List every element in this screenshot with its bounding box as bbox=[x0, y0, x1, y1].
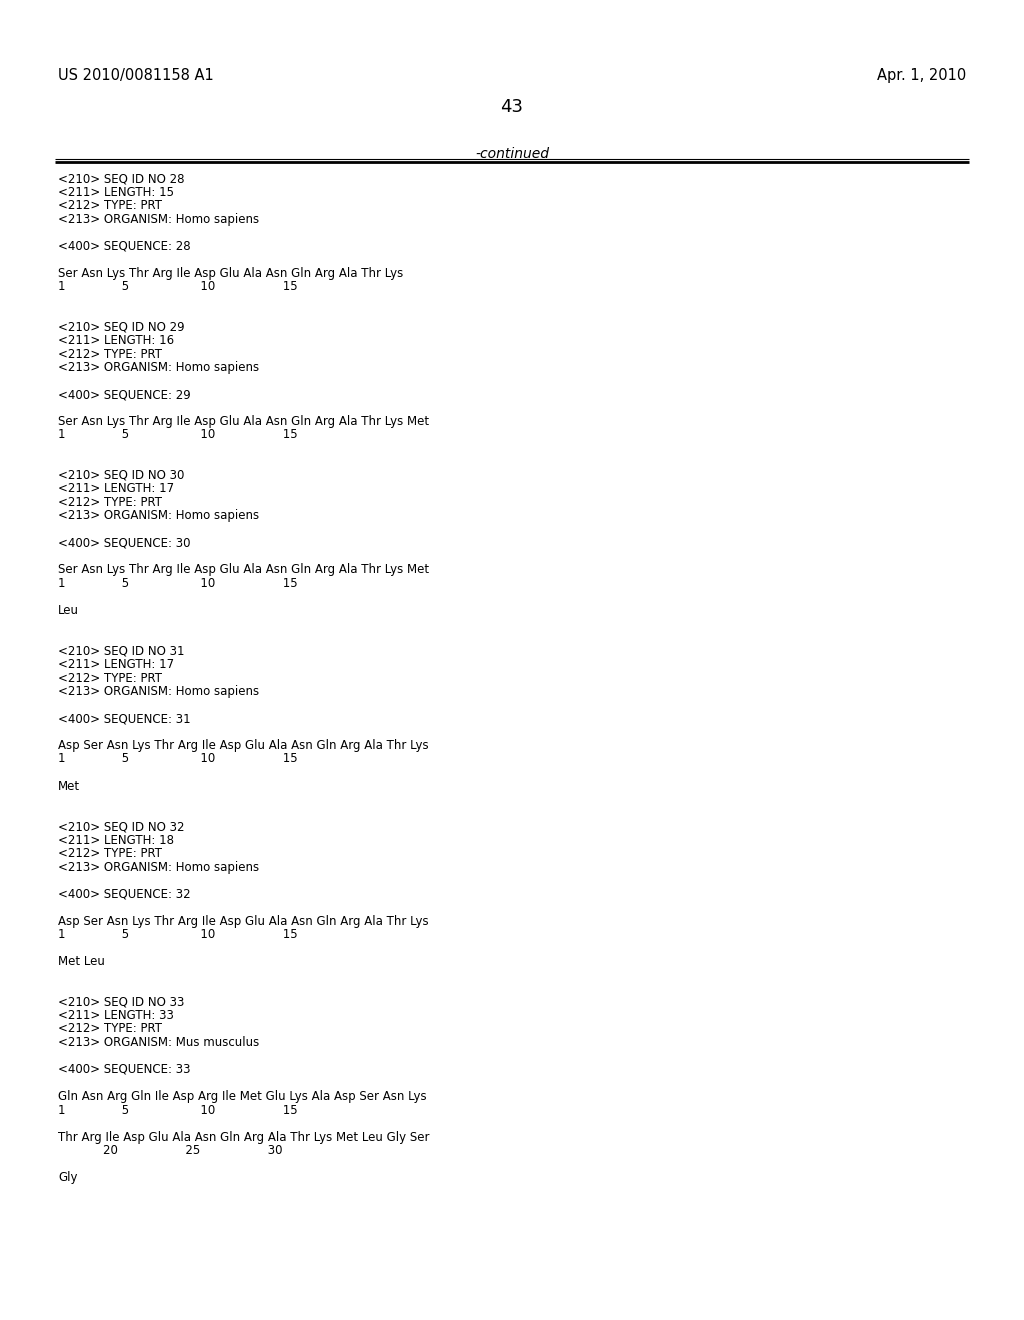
Text: Apr. 1, 2010: Apr. 1, 2010 bbox=[877, 69, 966, 83]
Text: <212> TYPE: PRT: <212> TYPE: PRT bbox=[58, 847, 162, 861]
Text: US 2010/0081158 A1: US 2010/0081158 A1 bbox=[58, 69, 214, 83]
Text: <210> SEQ ID NO 28: <210> SEQ ID NO 28 bbox=[58, 172, 184, 185]
Text: <213> ORGANISM: Homo sapiens: <213> ORGANISM: Homo sapiens bbox=[58, 685, 259, 698]
Text: <210> SEQ ID NO 32: <210> SEQ ID NO 32 bbox=[58, 820, 184, 833]
Text: 1               5                   10                  15: 1 5 10 15 bbox=[58, 928, 298, 941]
Text: Ser Asn Lys Thr Arg Ile Asp Glu Ala Asn Gln Arg Ala Thr Lys Met: Ser Asn Lys Thr Arg Ile Asp Glu Ala Asn … bbox=[58, 564, 429, 577]
Text: <212> TYPE: PRT: <212> TYPE: PRT bbox=[58, 672, 162, 685]
Text: Ser Asn Lys Thr Arg Ile Asp Glu Ala Asn Gln Arg Ala Thr Lys: Ser Asn Lys Thr Arg Ile Asp Glu Ala Asn … bbox=[58, 267, 403, 280]
Text: <211> LENGTH: 15: <211> LENGTH: 15 bbox=[58, 186, 174, 198]
Text: <400> SEQUENCE: 32: <400> SEQUENCE: 32 bbox=[58, 887, 190, 900]
Text: <211> LENGTH: 16: <211> LENGTH: 16 bbox=[58, 334, 174, 347]
Text: Met Leu: Met Leu bbox=[58, 954, 104, 968]
Text: <213> ORGANISM: Homo sapiens: <213> ORGANISM: Homo sapiens bbox=[58, 360, 259, 374]
Text: <212> TYPE: PRT: <212> TYPE: PRT bbox=[58, 1023, 162, 1035]
Text: 1               5                   10                  15: 1 5 10 15 bbox=[58, 577, 298, 590]
Text: <213> ORGANISM: Homo sapiens: <213> ORGANISM: Homo sapiens bbox=[58, 510, 259, 523]
Text: 1               5                   10                  15: 1 5 10 15 bbox=[58, 429, 298, 441]
Text: <210> SEQ ID NO 33: <210> SEQ ID NO 33 bbox=[58, 995, 184, 1008]
Text: 20                  25                  30: 20 25 30 bbox=[58, 1144, 283, 1158]
Text: 1               5                   10                  15: 1 5 10 15 bbox=[58, 752, 298, 766]
Text: <210> SEQ ID NO 30: <210> SEQ ID NO 30 bbox=[58, 469, 184, 482]
Text: <212> TYPE: PRT: <212> TYPE: PRT bbox=[58, 347, 162, 360]
Text: <212> TYPE: PRT: <212> TYPE: PRT bbox=[58, 199, 162, 213]
Text: 1               5                   10                  15: 1 5 10 15 bbox=[58, 280, 298, 293]
Text: <212> TYPE: PRT: <212> TYPE: PRT bbox=[58, 496, 162, 510]
Text: <213> ORGANISM: Mus musculus: <213> ORGANISM: Mus musculus bbox=[58, 1036, 259, 1049]
Text: Gly: Gly bbox=[58, 1171, 78, 1184]
Text: Leu: Leu bbox=[58, 605, 79, 616]
Text: <211> LENGTH: 17: <211> LENGTH: 17 bbox=[58, 657, 174, 671]
Text: Asp Ser Asn Lys Thr Arg Ile Asp Glu Ala Asn Gln Arg Ala Thr Lys: Asp Ser Asn Lys Thr Arg Ile Asp Glu Ala … bbox=[58, 739, 429, 752]
Text: <210> SEQ ID NO 29: <210> SEQ ID NO 29 bbox=[58, 321, 184, 334]
Text: 1               5                   10                  15: 1 5 10 15 bbox=[58, 1104, 298, 1117]
Text: <400> SEQUENCE: 28: <400> SEQUENCE: 28 bbox=[58, 239, 190, 252]
Text: -continued: -continued bbox=[475, 147, 549, 161]
Text: <400> SEQUENCE: 30: <400> SEQUENCE: 30 bbox=[58, 536, 190, 549]
Text: <400> SEQUENCE: 33: <400> SEQUENCE: 33 bbox=[58, 1063, 190, 1076]
Text: Gln Asn Arg Gln Ile Asp Arg Ile Met Glu Lys Ala Asp Ser Asn Lys: Gln Asn Arg Gln Ile Asp Arg Ile Met Glu … bbox=[58, 1090, 427, 1104]
Text: <400> SEQUENCE: 29: <400> SEQUENCE: 29 bbox=[58, 388, 190, 401]
Text: 43: 43 bbox=[501, 98, 523, 116]
Text: <211> LENGTH: 18: <211> LENGTH: 18 bbox=[58, 833, 174, 846]
Text: <211> LENGTH: 33: <211> LENGTH: 33 bbox=[58, 1008, 174, 1022]
Text: <400> SEQUENCE: 31: <400> SEQUENCE: 31 bbox=[58, 711, 190, 725]
Text: <213> ORGANISM: Homo sapiens: <213> ORGANISM: Homo sapiens bbox=[58, 213, 259, 226]
Text: Asp Ser Asn Lys Thr Arg Ile Asp Glu Ala Asn Gln Arg Ala Thr Lys: Asp Ser Asn Lys Thr Arg Ile Asp Glu Ala … bbox=[58, 915, 429, 928]
Text: Met: Met bbox=[58, 780, 80, 792]
Text: Ser Asn Lys Thr Arg Ile Asp Glu Ala Asn Gln Arg Ala Thr Lys Met: Ser Asn Lys Thr Arg Ile Asp Glu Ala Asn … bbox=[58, 414, 429, 428]
Text: <211> LENGTH: 17: <211> LENGTH: 17 bbox=[58, 483, 174, 495]
Text: <210> SEQ ID NO 31: <210> SEQ ID NO 31 bbox=[58, 644, 184, 657]
Text: <213> ORGANISM: Homo sapiens: <213> ORGANISM: Homo sapiens bbox=[58, 861, 259, 874]
Text: Thr Arg Ile Asp Glu Ala Asn Gln Arg Ala Thr Lys Met Leu Gly Ser: Thr Arg Ile Asp Glu Ala Asn Gln Arg Ala … bbox=[58, 1130, 429, 1143]
